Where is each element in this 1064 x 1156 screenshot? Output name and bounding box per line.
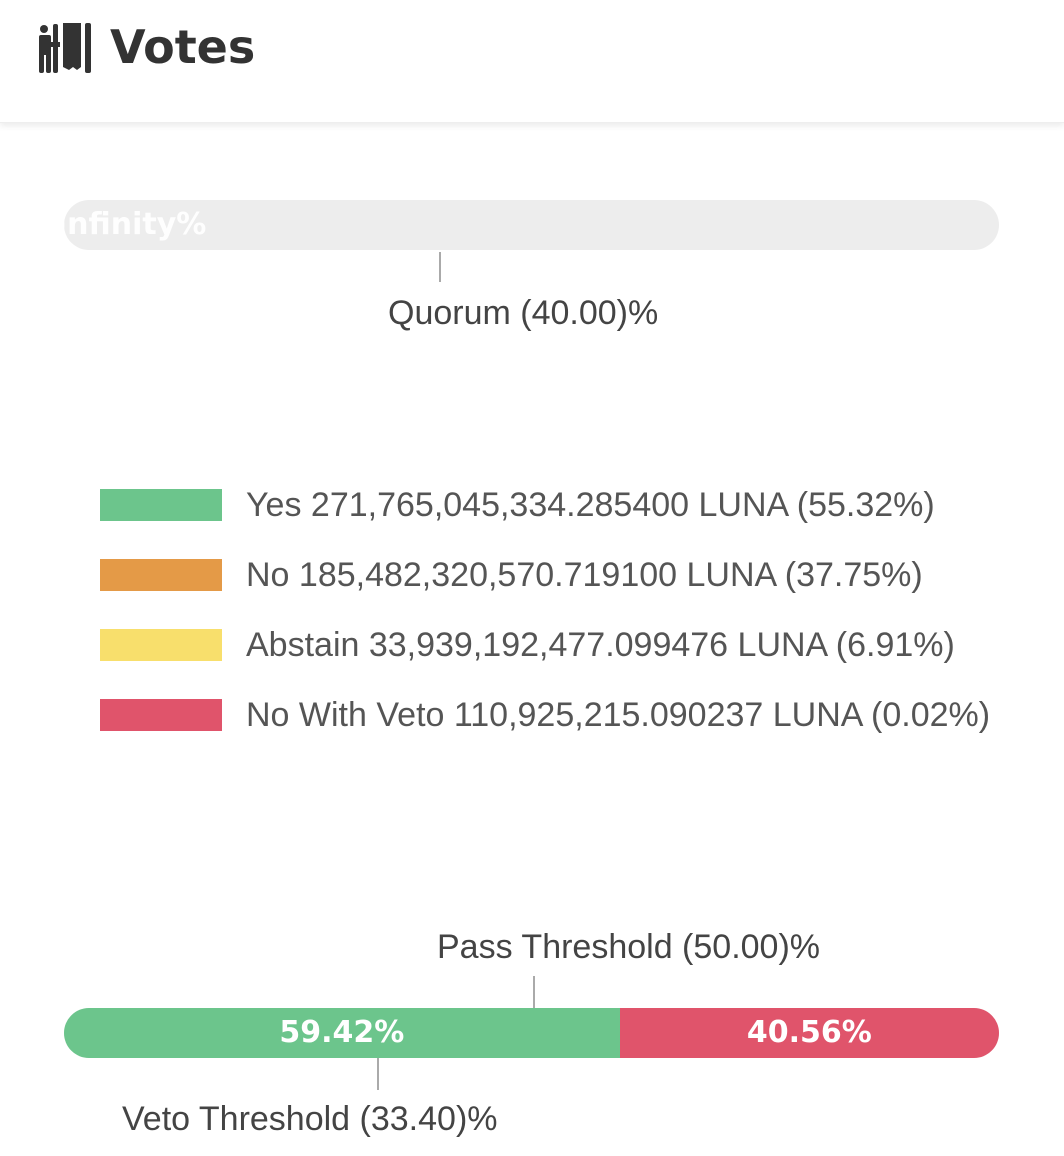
legend-swatch <box>100 629 222 661</box>
threshold-bar: 59.42% 40.56% <box>64 1008 999 1058</box>
person-voting-icon <box>39 23 91 73</box>
legend-item-no-with-veto: No With Veto 110,925,215.090237 LUNA (0.… <box>100 680 1000 750</box>
pass-threshold-label: Pass Threshold (50.00)% <box>437 928 821 966</box>
legend-label: No With Veto 110,925,215.090237 LUNA (0.… <box>246 695 991 734</box>
veto-threshold-label: Veto Threshold (33.40)% <box>122 1100 498 1138</box>
yes-segment: 59.42% <box>64 1008 620 1058</box>
veto-threshold-marker <box>377 1058 379 1090</box>
no-segment: 40.56% <box>619 1008 999 1058</box>
legend-swatch <box>100 559 222 591</box>
legend-label: No 185,482,320,570.719100 LUNA (37.75%) <box>246 555 923 594</box>
legend-item-yes: Yes 271,765,045,334.285400 LUNA (55.32%) <box>100 470 1000 540</box>
legend-label: Yes 271,765,045,334.285400 LUNA (55.32%) <box>246 485 935 524</box>
legend-item-abstain: Abstain 33,939,192,477.099476 LUNA (6.91… <box>100 610 1000 680</box>
quorum-label: Quorum (40.00)% <box>388 294 659 332</box>
quorum-bar-label: Infinity% <box>64 207 207 242</box>
quorum-marker <box>439 252 441 282</box>
legend-swatch <box>100 699 222 731</box>
legend-item-no: No 185,482,320,570.719100 LUNA (37.75%) <box>100 540 1000 610</box>
pass-threshold-marker <box>533 976 535 1008</box>
legend-swatch <box>100 489 222 521</box>
header: Votes <box>0 0 1064 123</box>
page-title: Votes <box>110 20 256 74</box>
legend-label: Abstain 33,939,192,477.099476 LUNA (6.91… <box>246 625 955 664</box>
quorum-bar: Infinity% <box>64 200 999 250</box>
vote-legend: Yes 271,765,045,334.285400 LUNA (55.32%)… <box>100 470 1000 750</box>
